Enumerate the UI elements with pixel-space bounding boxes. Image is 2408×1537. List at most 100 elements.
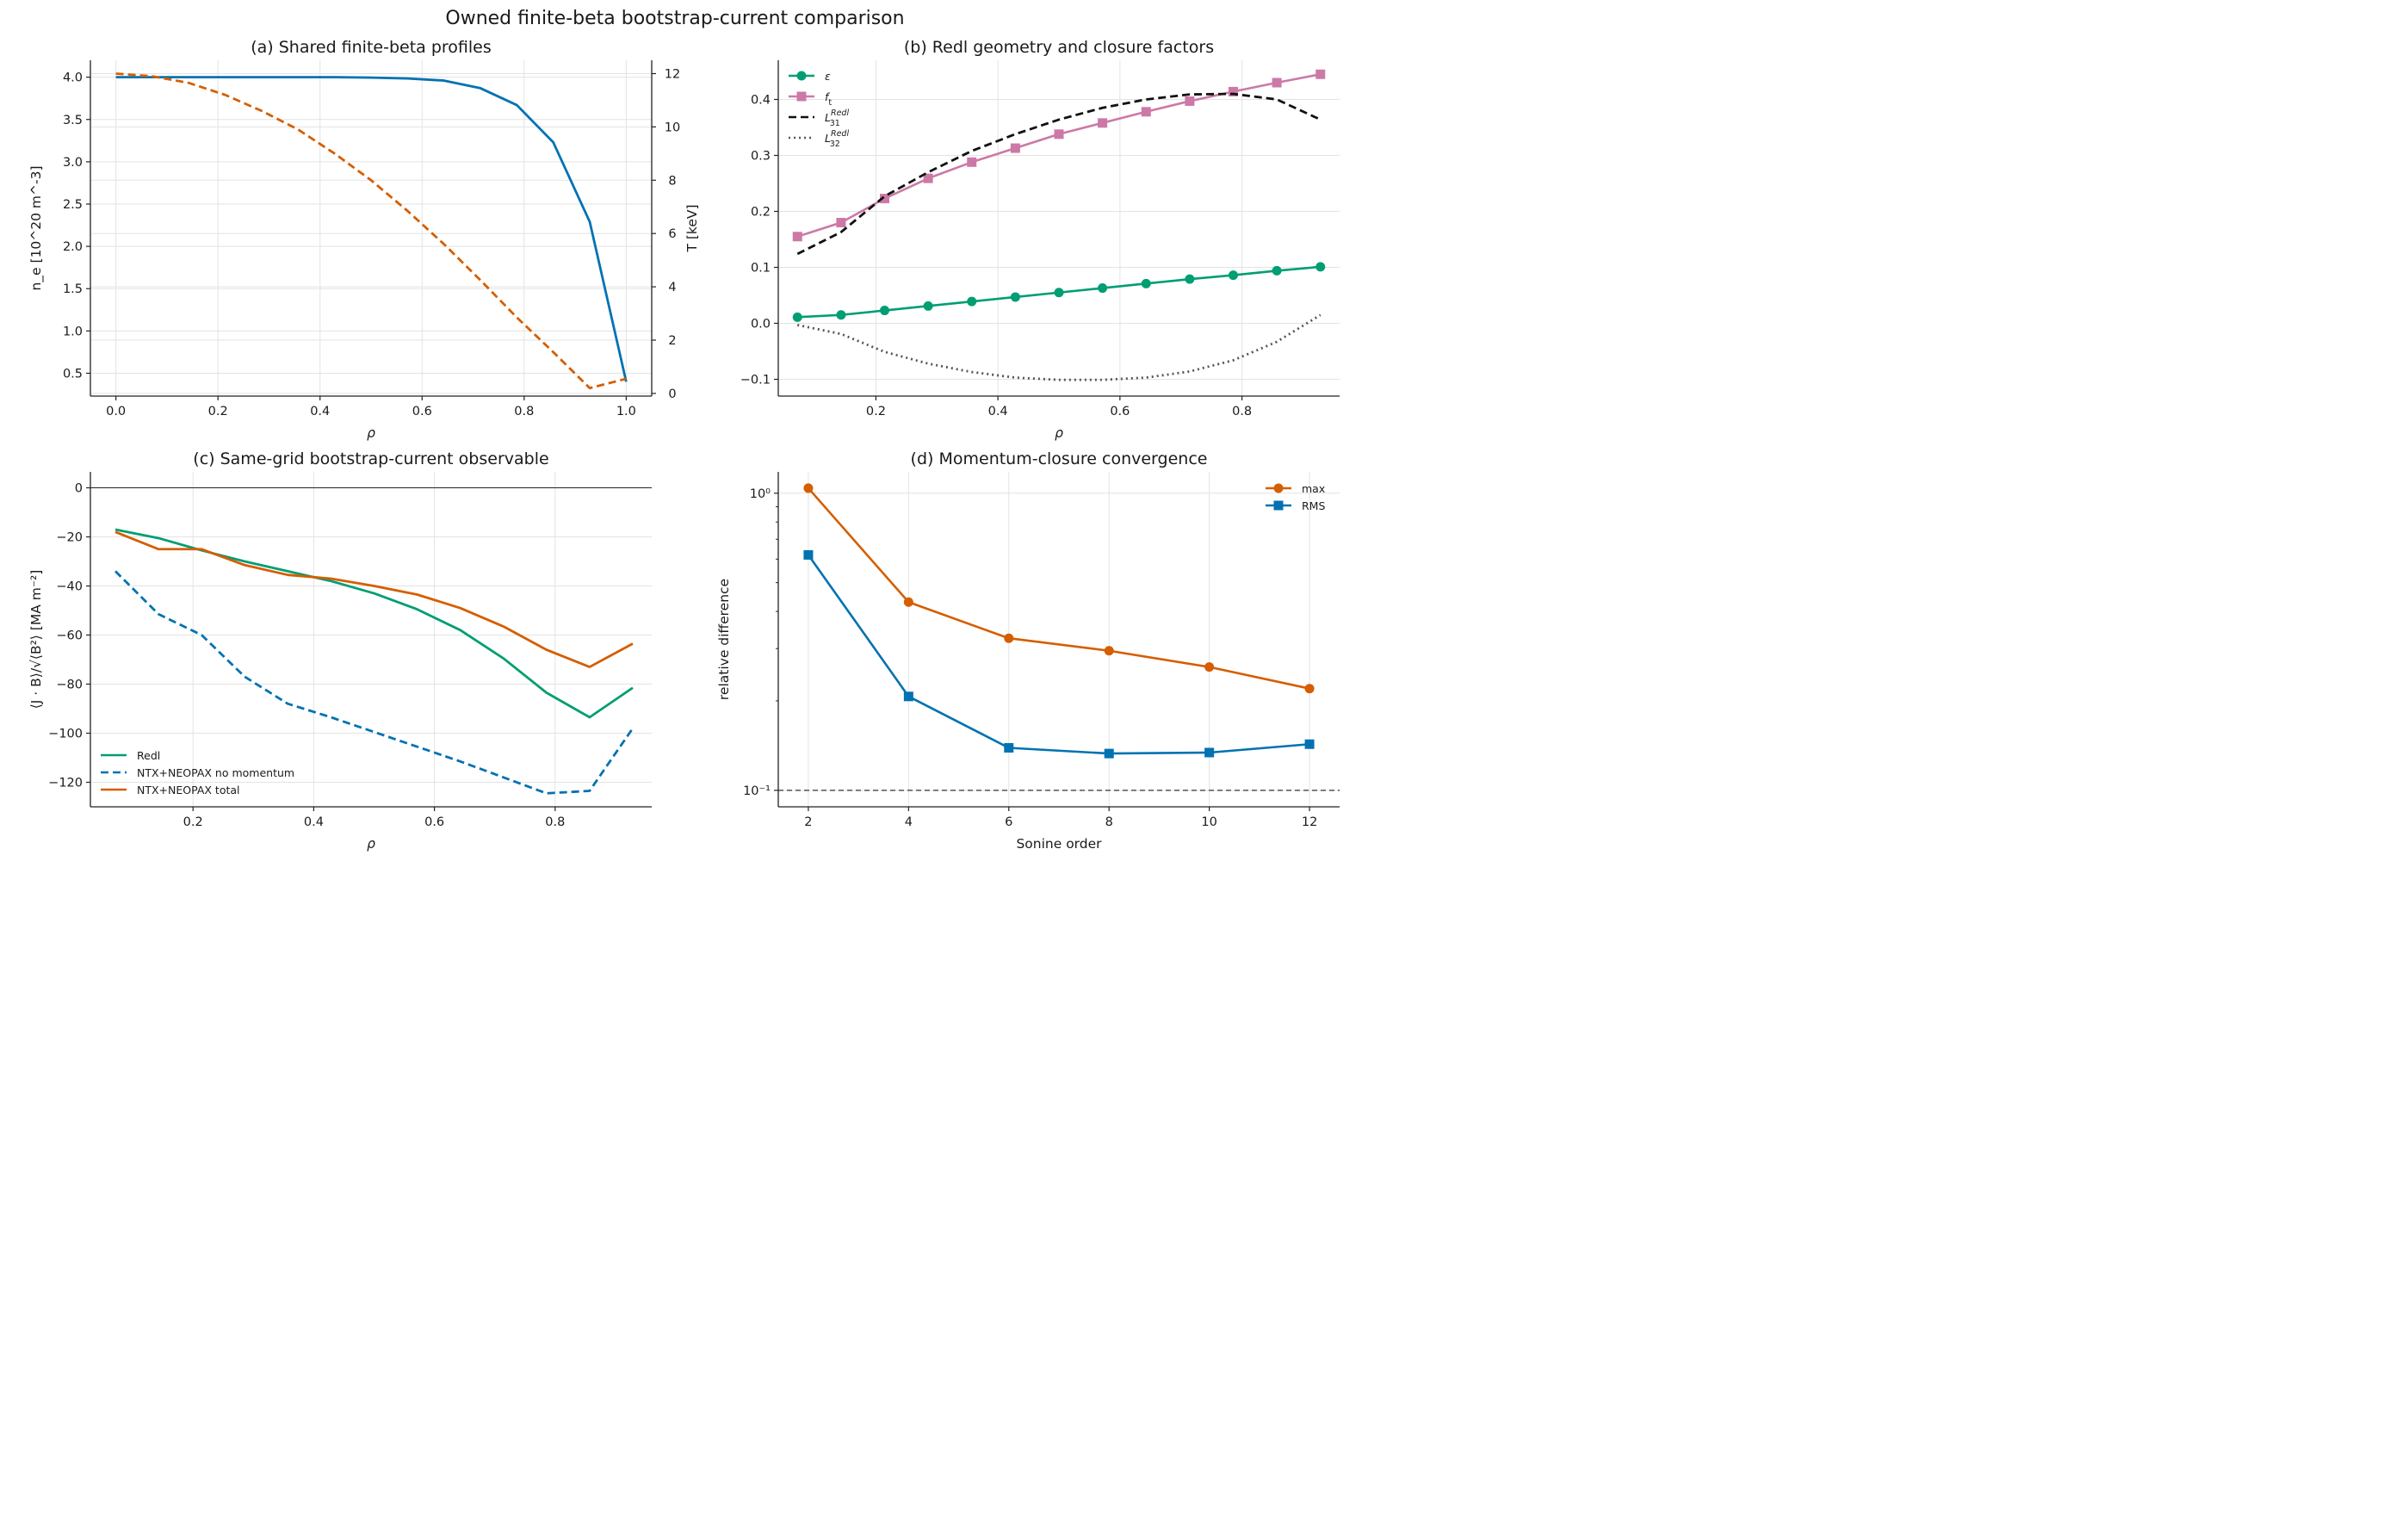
series-line-3 xyxy=(796,92,1322,256)
y-tick-label: 10⁰ xyxy=(750,487,771,501)
x-tick-label: 0.4 xyxy=(310,405,330,418)
data-point xyxy=(792,312,802,322)
panel-b: (b) Redl geometry and closure factors 0.2… xyxy=(740,38,1340,441)
panel-title: (b) Redl geometry and closure factors xyxy=(904,38,1214,57)
x-tick-label: 6 xyxy=(1005,815,1012,829)
data-point xyxy=(792,232,802,242)
y-tick-label: 2.0 xyxy=(63,240,83,254)
legend-marker xyxy=(1273,500,1284,511)
panel-title: (c) Same-grid bootstrap-current observab… xyxy=(193,449,548,468)
y-tick-label: 0.4 xyxy=(751,94,771,108)
data-point xyxy=(1010,143,1020,153)
x-tick-label: 4 xyxy=(905,815,913,829)
data-point xyxy=(836,310,846,320)
y-tick-label: 0 xyxy=(75,482,83,496)
y2-tick-label: 0 xyxy=(668,387,676,401)
data-point xyxy=(923,301,933,311)
x-tick-label: 0.2 xyxy=(866,405,886,418)
data-point xyxy=(1228,270,1238,281)
x-tick-label: 0.6 xyxy=(412,405,432,418)
data-point xyxy=(1010,292,1020,302)
y-tick-label: −100 xyxy=(48,728,83,741)
legend-marker xyxy=(796,71,807,81)
panel-title: (d) Momentum-closure convergence xyxy=(911,449,1208,468)
figure-suptitle: Owned finite-beta bootstrap-current comp… xyxy=(445,8,904,29)
panel-title: (a) Shared finite-beta profiles xyxy=(251,38,492,57)
x-tick-label: 0.8 xyxy=(545,815,565,829)
data-point xyxy=(1185,274,1195,284)
legend-label: LRedl 31 xyxy=(825,108,849,128)
data-point xyxy=(1204,662,1215,672)
y-tick-label: −20 xyxy=(56,531,83,545)
data-point xyxy=(1104,646,1114,656)
data-point xyxy=(1104,748,1114,759)
data-point xyxy=(1228,86,1238,96)
x-tick-label: 0.0 xyxy=(106,405,126,418)
panel-a: (a) Shared finite-beta profiles 0.0 0.2 0.4… xyxy=(28,38,700,441)
y-tick-label: −40 xyxy=(56,580,83,594)
y-tick-label: −120 xyxy=(48,777,83,790)
data-point xyxy=(1315,262,1326,272)
y-tick-label: −60 xyxy=(56,629,83,643)
legend-label: NTX+NEOPAX no momentum xyxy=(137,766,294,779)
x-tick-label: 0.2 xyxy=(183,815,203,829)
y2-tick-label: 10 xyxy=(665,121,680,134)
data-point xyxy=(967,296,977,307)
x-tick-label: 8 xyxy=(1105,815,1113,829)
data-point xyxy=(1185,96,1195,106)
legend-marker xyxy=(796,91,807,102)
panel-d: (d) Momentum-closure convergence 2 4 6 8 10 12… xyxy=(716,449,1340,852)
data-point xyxy=(1204,747,1215,758)
y-tick-label: 0.1 xyxy=(751,262,771,276)
y-tick-label: 1.0 xyxy=(63,325,83,338)
x-tick-label: 0.6 xyxy=(1110,405,1130,418)
y2-tick-label: 2 xyxy=(668,334,676,348)
x-tick-label: 12 xyxy=(1302,815,1317,829)
panel-c: (c) Same-grid bootstrap-current observab… xyxy=(28,449,652,852)
x-axis-label: Sonine order xyxy=(1016,836,1102,852)
data-point xyxy=(1054,129,1064,139)
legend-label: RMS xyxy=(1302,499,1325,512)
data-point xyxy=(1098,118,1108,128)
x-axis-label: ρ xyxy=(1055,425,1063,441)
data-point xyxy=(1272,77,1282,88)
y2-tick-label: 12 xyxy=(665,67,680,81)
legend-label: max xyxy=(1302,482,1325,495)
data-point xyxy=(803,483,814,493)
y2-tick-label: 6 xyxy=(668,227,676,241)
y-tick-label: 0.3 xyxy=(751,150,771,164)
data-point xyxy=(1054,288,1064,298)
data-point xyxy=(967,157,977,167)
y-tick-label: −80 xyxy=(56,679,83,692)
data-point xyxy=(903,691,913,702)
series-line-1 xyxy=(807,487,1310,690)
legend-label: LRedl 32 xyxy=(825,129,849,149)
series-line-2 xyxy=(115,72,627,390)
data-point xyxy=(880,194,890,204)
y-tick-label: 0.0 xyxy=(751,318,771,332)
x-tick-label: 10 xyxy=(1201,815,1216,829)
legend-marker xyxy=(1273,483,1284,493)
data-point xyxy=(1141,278,1151,288)
data-point xyxy=(1304,684,1315,694)
data-point xyxy=(880,306,890,316)
series-line-1 xyxy=(115,76,628,382)
series-line-2 xyxy=(807,554,1310,755)
x-tick-label: 1.0 xyxy=(616,405,636,418)
data-point xyxy=(923,173,933,183)
legend-label: NTX+NEOPAX total xyxy=(137,784,240,796)
data-point xyxy=(836,218,846,227)
data-point xyxy=(1141,107,1151,117)
data-point xyxy=(903,597,913,607)
y-tick-label: 1.5 xyxy=(63,282,83,296)
y-axis-label: ⟨J · B⟩/√⟨B²⟩ [MA m⁻²] xyxy=(28,570,44,710)
data-point xyxy=(1098,283,1108,294)
legend-label: ε xyxy=(825,70,831,83)
data-point xyxy=(1004,633,1014,643)
y-axis-label: n_e [10^20 m^-3] xyxy=(28,165,45,290)
x-tick-label: 0.4 xyxy=(304,815,324,829)
y2-axis-label: T [keV] xyxy=(684,204,700,252)
x-tick-label: 0.4 xyxy=(988,405,1008,418)
x-tick-label: 0.2 xyxy=(208,405,228,418)
y-tick-label: 4.0 xyxy=(63,71,83,85)
